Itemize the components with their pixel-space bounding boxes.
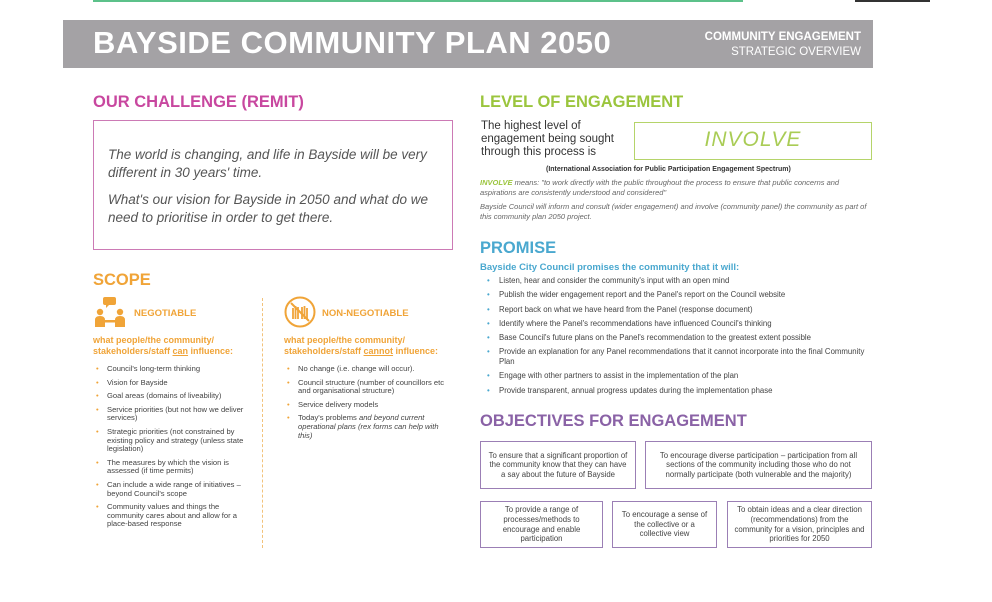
objective-box: To provide a range of processes/methods … [480,501,603,548]
top-accent-line [93,0,743,2]
banner-subtitle-2: STRATEGIC OVERVIEW [731,46,861,58]
non-negotiable-list: No change (i.e. change will occur). Coun… [287,364,447,445]
involve-means-text: means: "to work directly with the public… [480,178,840,197]
level-description: The highest level of engagement being so… [481,120,614,158]
challenge-heading: OUR CHALLENGE (REMIT) [93,93,304,111]
no-hands-icon [284,296,316,328]
list-item: Base Council's future plans on the Panel… [487,333,877,343]
involve-means: INVOLVE means: "to work directly with th… [480,178,875,197]
iap2-source: (International Association for Public Pa… [546,166,791,173]
list-item: No change (i.e. change will occur). [287,364,447,374]
list-item: Identify where the Panel's recommendatio… [487,319,877,329]
list-item: Provide transparent, annual progress upd… [487,386,877,396]
involve-means-key: INVOLVE [480,178,513,187]
list-item: Can include a wide range of initiatives … [96,480,256,498]
banner-subtitle: COMMUNITY ENGAGEMENT [704,31,861,43]
objective-box: To encourage diverse participation – par… [645,441,872,489]
list-item: Goal areas (domains of liveability) [96,392,256,401]
challenge-text-2: What's our vision for Bayside in 2050 an… [108,192,429,225]
negotiable-subheading: what people/the community/ stakeholders/… [93,335,234,356]
list-item: Council's long-term thinking [96,364,256,374]
involve-box: INVOLVE [634,122,872,160]
challenge-box: The world is changing, and life in Baysi… [93,120,453,250]
list-item: Publish the wider engagement report and … [487,290,877,300]
people-talking-icon [95,297,125,327]
promise-list: Listen, hear and consider the community'… [487,276,877,400]
non-negotiable-subheading: what people/the community/ stakeholders/… [284,335,439,356]
objective-box: To obtain ideas and a clear direction (r… [727,501,872,548]
challenge-text-1: The world is changing, and life in Baysi… [108,147,427,180]
top-dark-line [855,0,930,2]
list-item: Today's problems and beyond current oper… [287,414,447,440]
non-negotiable-label: NON-NEGOTIABLE [322,308,409,319]
list-item: Provide an explanation for any Panel rec… [487,347,877,366]
scope-divider [262,298,263,548]
title-banner: BAYSIDE COMMUNITY PLAN 2050 COMMUNITY EN… [63,20,873,68]
list-item: The measures by which the vision is asse… [96,458,256,476]
negotiable-list: Council's long-term thinking Vision for … [96,364,256,534]
list-item: Community values and things the communit… [96,502,256,529]
involve-value: INVOLVE [704,128,802,151]
scope-heading: SCOPE [93,271,151,289]
promise-heading: PROMISE [480,239,557,257]
page-title: BAYSIDE COMMUNITY PLAN 2050 [93,25,612,60]
list-item: Service delivery models [287,400,447,410]
objective-box: To encourage a sense of the collective o… [612,501,717,548]
list-item: Council structure (number of councillors… [287,378,447,396]
objective-box: To ensure that a significant proportion … [480,441,636,489]
list-item: Service priorities (but not how we deliv… [96,405,256,423]
list-item: Listen, hear and consider the community'… [487,276,877,286]
list-item: Vision for Bayside [96,378,256,388]
promise-intro: Bayside City Council promises the commun… [480,262,740,273]
list-item: Report back on what we have heard from t… [487,305,877,315]
list-item: Strategic priorities (not constrained by… [96,427,256,454]
inform-consult-text: Bayside Council will inform and consult … [480,202,867,221]
objectives-heading: OBJECTIVES FOR ENGAGEMENT [480,412,747,430]
level-heading: LEVEL OF ENGAGEMENT [480,93,684,111]
negotiable-label: NEGOTIABLE [134,308,197,319]
list-item: Engage with other partners to assist in … [487,371,877,381]
